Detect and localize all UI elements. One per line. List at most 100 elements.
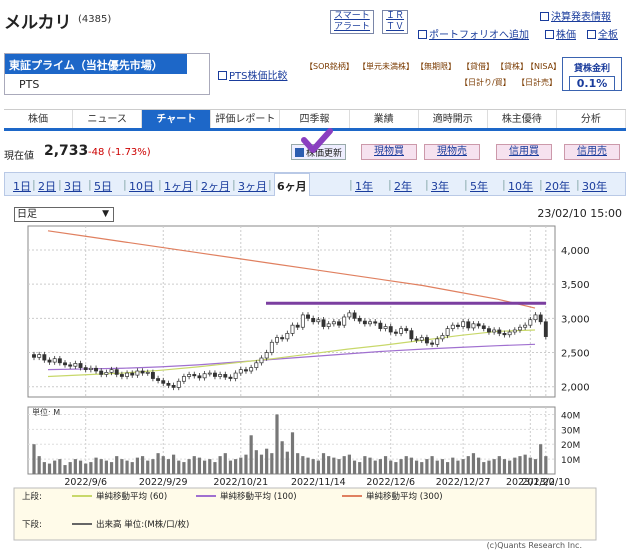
tab-disclosure[interactable]: 適時開示 xyxy=(419,110,488,128)
tab-results[interactable]: 業績 xyxy=(350,110,419,128)
window-icon xyxy=(545,30,554,39)
period-9[interactable]: 1年 xyxy=(355,180,373,193)
candle xyxy=(518,326,522,331)
candle xyxy=(135,370,140,376)
period-8[interactable]: 6ヶ月 xyxy=(274,173,310,196)
candle xyxy=(192,374,197,377)
volume-bar xyxy=(471,453,476,474)
candle xyxy=(171,385,176,388)
candle xyxy=(393,331,398,334)
period-7[interactable]: 3ヶ月 xyxy=(238,180,267,193)
x-tick-label: 2022/12/6 xyxy=(366,477,415,488)
period-1[interactable]: 2日 xyxy=(38,180,56,193)
period-10[interactable]: 2年 xyxy=(394,180,412,193)
margin-sell-button[interactable]: 信用売 xyxy=(564,144,620,160)
volume-bar xyxy=(389,460,393,474)
volume-bar xyxy=(254,450,258,474)
candle xyxy=(166,382,171,386)
stock-link[interactable]: 株価 xyxy=(545,26,576,41)
price-change: -48 (-1.73%) xyxy=(88,147,151,158)
tab-chart[interactable]: チャート xyxy=(142,110,212,128)
period-3[interactable]: 5日 xyxy=(94,180,112,193)
legend-item: 単純移動平均 (60) xyxy=(96,491,167,502)
x-tick-label: 2023/2/10 xyxy=(521,477,570,488)
volume-bar xyxy=(528,457,532,474)
volume-bar xyxy=(259,454,264,474)
candle xyxy=(244,369,248,372)
volume-bar xyxy=(502,459,507,474)
volume-bar xyxy=(399,459,403,474)
tv-label: ＴＶ xyxy=(386,22,405,32)
candle xyxy=(533,314,538,321)
candle xyxy=(507,331,512,336)
tab-analysis[interactable]: 分析 xyxy=(557,110,626,128)
volume-bar xyxy=(409,457,414,474)
loan-rate-label: 貸株金利 xyxy=(573,64,610,74)
pts-compare-link[interactable]: PTS株価比較 xyxy=(218,67,288,82)
check-mark-icon xyxy=(301,128,333,153)
smart-alert-label-2: アラート xyxy=(334,22,371,32)
candle xyxy=(492,329,497,333)
candle xyxy=(223,374,228,378)
period-12[interactable]: 5年 xyxy=(470,180,488,193)
volume-bar xyxy=(203,460,207,474)
smart-alert-link[interactable]: スマート アラート xyxy=(330,10,375,34)
ir-tv-link[interactable]: ＩＲ ＴＶ xyxy=(382,10,409,34)
board-link[interactable]: 全板 xyxy=(587,26,618,41)
cash-sell-button[interactable]: 現物売 xyxy=(424,144,480,160)
market-pts[interactable]: PTS xyxy=(19,78,40,91)
tab-benefits[interactable]: 株主優待 xyxy=(488,110,557,128)
candle xyxy=(259,357,264,364)
period-6[interactable]: 2ヶ月 xyxy=(201,180,230,193)
candle xyxy=(523,324,528,328)
period-separator: | xyxy=(232,178,236,191)
candle xyxy=(68,364,73,367)
period-5[interactable]: 1ヶ月 xyxy=(164,180,193,193)
loan-rate-box[interactable]: 貸株金利 0.1% xyxy=(562,57,622,91)
period-0[interactable]: 1日 xyxy=(13,180,31,193)
period-11[interactable]: 3年 xyxy=(431,180,449,193)
candle xyxy=(213,372,217,377)
cash-buy-button[interactable]: 現物買 xyxy=(361,144,417,160)
period-separator: | xyxy=(349,178,353,191)
volume-bar xyxy=(249,435,253,474)
candle xyxy=(311,317,316,323)
candle xyxy=(249,367,254,372)
volume-bar xyxy=(373,460,377,474)
tab-news[interactable]: ニュース xyxy=(73,110,143,128)
volume-tick-label: 30M xyxy=(561,426,580,436)
chart-type-value: 日足 xyxy=(17,209,37,220)
volume-bar xyxy=(109,462,114,474)
loan-rate-value: 0.1% xyxy=(569,76,615,91)
candle xyxy=(430,342,435,345)
margin-buy-button[interactable]: 信用買 xyxy=(496,144,552,160)
candle xyxy=(538,314,543,323)
tab-report[interactable]: 評価レポート xyxy=(211,110,281,128)
period-4[interactable]: 10日 xyxy=(129,180,154,193)
volume-bar xyxy=(120,459,124,474)
period-15[interactable]: 30年 xyxy=(582,180,607,193)
period-separator: | xyxy=(88,178,92,191)
tab-shikiho[interactable]: 四季報 xyxy=(280,110,350,128)
period-13[interactable]: 10年 xyxy=(508,180,533,193)
volume-bar xyxy=(492,459,496,474)
volume-bar xyxy=(290,432,295,474)
period-14[interactable]: 20年 xyxy=(545,180,570,193)
volume-bar xyxy=(342,456,346,474)
smart-alert-label-1: スマート xyxy=(334,11,370,21)
volume-bar xyxy=(327,456,331,474)
market-primary[interactable]: 東証プライム（当社優先市場） xyxy=(5,54,187,74)
candle xyxy=(269,341,274,353)
tab-price[interactable]: 株価 xyxy=(4,110,74,128)
period-2[interactable]: 3日 xyxy=(64,180,82,193)
volume-unit-label: 単位: M xyxy=(32,407,60,417)
candle xyxy=(73,363,78,367)
candle xyxy=(543,321,548,337)
earnings-link[interactable]: 決算発表情報 xyxy=(540,8,611,23)
candle xyxy=(455,324,460,327)
portfolio-link[interactable]: ポートフォリオへ追加 xyxy=(418,26,529,41)
period-separator: | xyxy=(32,178,36,191)
period-separator: | xyxy=(425,178,429,191)
window-icon xyxy=(587,30,596,39)
chart-type-select[interactable]: 日足 ▼ xyxy=(14,207,114,222)
